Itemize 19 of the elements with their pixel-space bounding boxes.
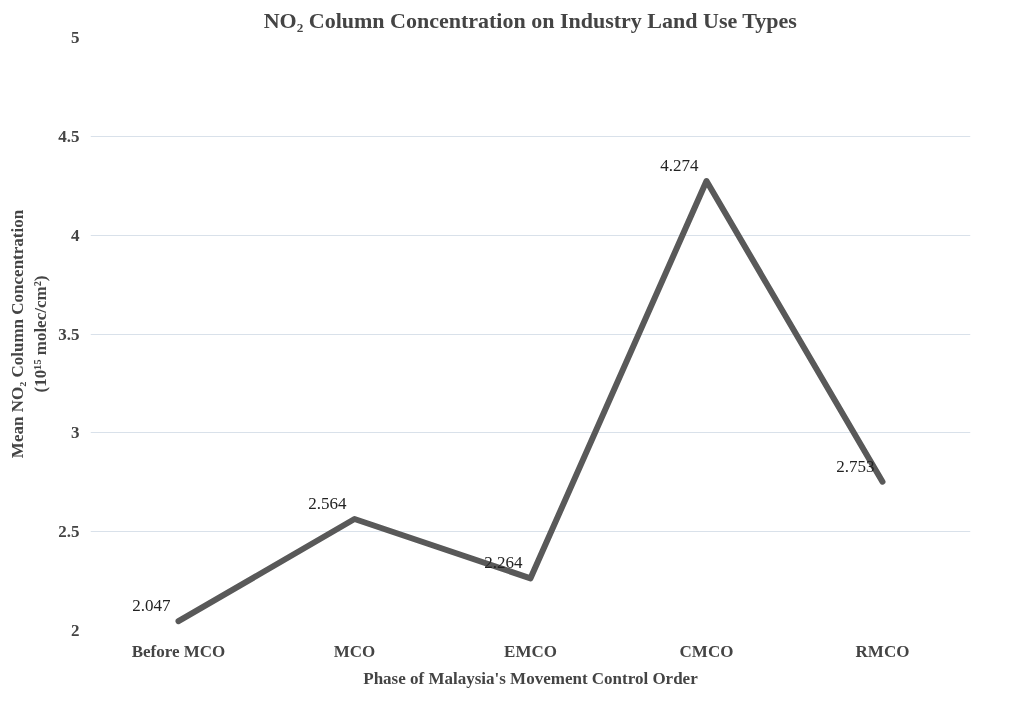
x-tick-label: MCO xyxy=(333,641,376,661)
y-tick-label: 4.5 xyxy=(58,126,80,146)
y-tick-label: 3.5 xyxy=(58,324,80,344)
x-tick-label: CMCO xyxy=(679,641,734,661)
y-tick-label: 4 xyxy=(71,225,80,245)
data-label: 2.264 xyxy=(484,553,523,573)
data-label: 2.564 xyxy=(308,494,347,514)
y-axis-title: Mean NO₂ Column Concentration (10¹⁵ molec/cm²) xyxy=(8,209,51,459)
x-tick-label: EMCO xyxy=(504,641,557,661)
y-tick-label: 2 xyxy=(71,621,80,640)
y-tick-label: 2.5 xyxy=(58,522,80,542)
y-tick-label: 5 xyxy=(71,28,80,47)
x-tick-label: RMCO xyxy=(855,641,910,661)
x-axis-title: Phase of Malaysia's Movement Control Order xyxy=(363,668,699,688)
x-tick-label: Before MCO xyxy=(131,641,226,661)
y-tick-label: 3 xyxy=(71,423,80,443)
chart-title: NO₂ Column Concentration on Industry Land Use Types xyxy=(263,7,798,33)
data-label: 2.047 xyxy=(132,596,171,616)
data-label: 4.274 xyxy=(660,156,699,176)
